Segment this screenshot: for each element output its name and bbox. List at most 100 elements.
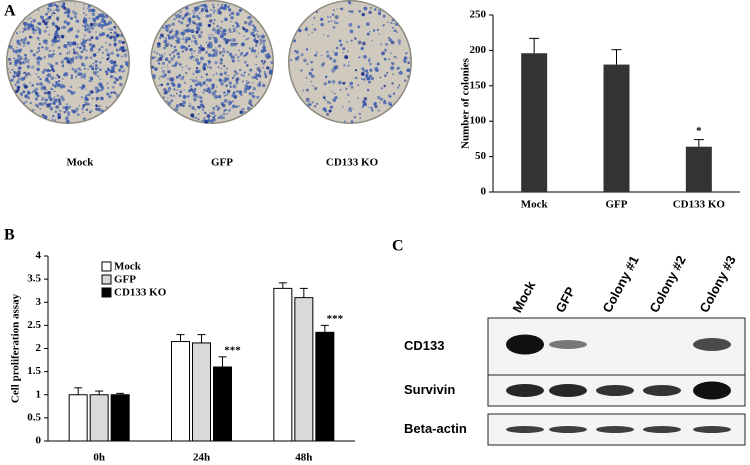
colony [205, 73, 209, 76]
colony [365, 69, 368, 73]
colony [72, 56, 74, 59]
blot-band [643, 426, 681, 433]
colony [163, 46, 166, 50]
colony [360, 78, 363, 80]
colony [197, 69, 201, 74]
y-tick-label: 3.5 [27, 273, 41, 285]
colony [167, 101, 172, 105]
colony [118, 68, 122, 72]
colony [323, 34, 325, 36]
colony [79, 86, 81, 89]
colony [192, 15, 196, 19]
colony [245, 80, 248, 82]
colony [48, 16, 52, 19]
colony [197, 118, 200, 121]
colony [218, 78, 223, 82]
colony [214, 37, 218, 41]
error-bar [74, 387, 83, 395]
colony [334, 96, 338, 100]
colony [81, 72, 83, 75]
colony [264, 54, 268, 58]
colony [17, 77, 21, 81]
colony [232, 74, 236, 78]
colony [208, 33, 211, 36]
colony [211, 83, 215, 87]
colony [103, 20, 105, 23]
colony [383, 84, 386, 88]
colony [120, 34, 124, 37]
colony [350, 120, 354, 124]
colony [113, 64, 117, 68]
colony [115, 78, 119, 82]
colony [247, 37, 250, 39]
colony [322, 62, 326, 65]
colony [212, 52, 216, 55]
x-tick-label: Mock [521, 199, 549, 211]
blot-band [549, 426, 587, 433]
colony [55, 4, 59, 8]
colony [66, 24, 69, 26]
colony [72, 10, 75, 13]
colony [332, 26, 336, 29]
colony [333, 92, 336, 95]
colony [200, 47, 205, 52]
colony [107, 54, 110, 57]
colony [191, 52, 193, 55]
colony [252, 46, 254, 49]
colony [203, 88, 207, 92]
colony [179, 90, 183, 94]
colony [296, 55, 300, 59]
y-tick-label: 150 [470, 79, 487, 91]
colony [178, 20, 181, 23]
colony [261, 34, 265, 39]
colony [24, 22, 28, 26]
colony [66, 10, 71, 14]
colony [369, 6, 372, 9]
colony [260, 40, 264, 44]
colony [208, 63, 210, 65]
colony [100, 26, 104, 30]
colony [377, 12, 382, 16]
colony [205, 41, 208, 44]
bar [315, 331, 335, 442]
colony [365, 22, 370, 27]
colony [358, 9, 362, 13]
colony [29, 101, 32, 105]
colony [197, 27, 201, 31]
colony [379, 97, 383, 101]
colony [405, 52, 408, 55]
colony [17, 85, 21, 89]
colony [188, 45, 190, 47]
colony [211, 33, 214, 36]
colony [187, 95, 190, 98]
colony [87, 68, 89, 70]
blot-band [693, 338, 731, 351]
colony [14, 50, 18, 54]
colony [216, 25, 219, 28]
colony [16, 80, 20, 84]
colony [170, 57, 175, 61]
colony [391, 82, 394, 85]
colony [25, 100, 28, 103]
colony [222, 49, 226, 54]
colony [36, 67, 40, 72]
colony [205, 78, 209, 82]
colony [369, 68, 373, 72]
colony [16, 39, 20, 44]
colony [74, 3, 76, 5]
colony [255, 64, 257, 66]
colony [108, 20, 112, 25]
colony [368, 10, 372, 15]
colony [46, 103, 51, 108]
colony [212, 3, 215, 6]
colony [89, 22, 94, 27]
colony [229, 38, 232, 42]
colony [53, 96, 56, 98]
row-label: Beta-actin [404, 421, 467, 436]
colony [56, 26, 61, 31]
colony [348, 85, 351, 87]
colony [55, 62, 59, 65]
colony [258, 70, 261, 73]
colony [358, 112, 362, 115]
colony [246, 64, 249, 67]
